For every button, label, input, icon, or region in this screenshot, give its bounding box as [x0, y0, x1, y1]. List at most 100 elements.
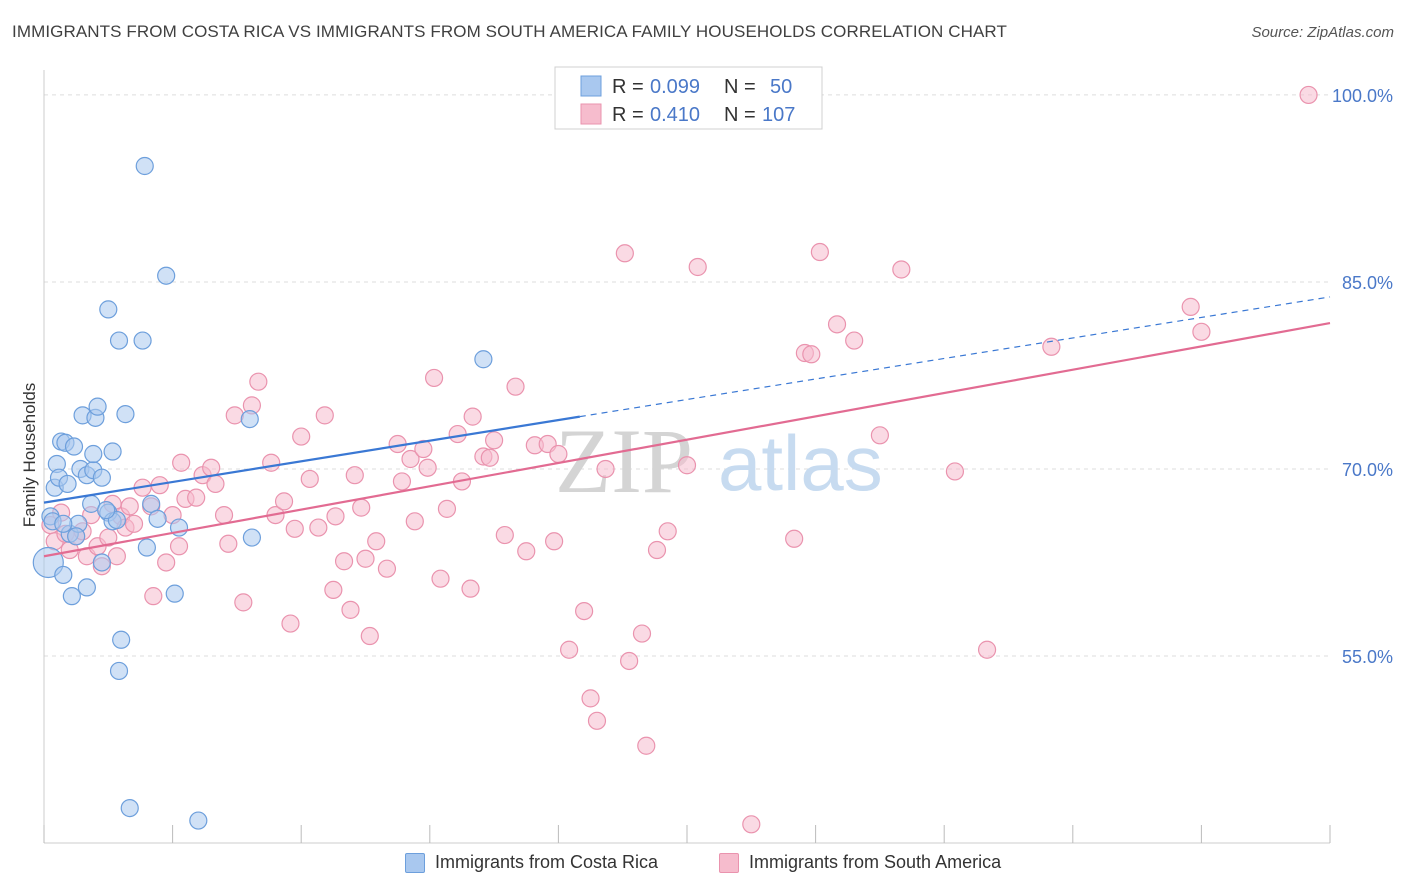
trend-line-south-america	[43, 322, 1331, 558]
data-point-south-america	[977, 640, 997, 659]
y-axis-label: Family Households	[20, 383, 39, 528]
data-point-costa-rica	[99, 300, 118, 319]
data-point-south-america	[810, 242, 829, 262]
legend-n-label-1: N =	[724, 76, 756, 98]
data-point-south-america	[234, 593, 253, 612]
data-point-south-america	[802, 345, 821, 364]
legend-item-south-america[interactable]: Immigrants from South America	[719, 852, 1001, 873]
grid	[44, 94, 1330, 657]
data-point-south-america	[414, 439, 433, 459]
data-point-south-america	[945, 462, 965, 481]
data-point-south-america	[545, 532, 564, 551]
legend-r-label-1: R =	[612, 76, 644, 98]
data-point-south-america	[285, 519, 304, 538]
data-point-costa-rica	[142, 494, 161, 513]
series-south-america-points	[41, 85, 1318, 834]
data-point-south-america	[202, 458, 221, 477]
data-point-south-america	[480, 448, 499, 467]
data-point-south-america	[315, 406, 334, 425]
data-point-south-america	[300, 469, 319, 489]
data-point-south-america	[637, 736, 656, 755]
data-point-costa-rica	[97, 501, 116, 520]
y-tick-label: 85.0%	[1342, 273, 1393, 293]
data-point-south-america	[345, 466, 364, 485]
data-point-south-america	[688, 257, 707, 277]
data-point-south-america	[219, 534, 238, 553]
data-point-south-america	[356, 549, 375, 568]
data-point-south-america	[647, 540, 667, 560]
trend-lines	[43, 296, 1331, 558]
data-point-south-america	[292, 427, 311, 446]
data-point-south-america	[424, 368, 444, 388]
data-point-south-america	[677, 456, 697, 475]
scatter-chart: ZIP atlas 55.0%70.0%85.0%100.0%0.0%60.0%…	[20, 66, 1393, 844]
data-point-south-america	[1181, 297, 1200, 316]
data-point-costa-rica	[157, 266, 176, 285]
data-point-south-america	[187, 488, 206, 507]
correlation-legend: R = 0.099 N = 50 R = 0.410 N = 107	[554, 66, 823, 130]
data-point-south-america	[274, 492, 294, 511]
data-point-costa-rica	[54, 514, 73, 533]
data-point-south-america	[658, 522, 677, 541]
series-legend: Immigrants from Costa Rica Immigrants fr…	[0, 852, 1406, 880]
data-point-south-america	[401, 449, 420, 469]
y-tick-label: 55.0%	[1342, 647, 1393, 667]
data-point-south-america	[517, 542, 536, 561]
data-point-south-america	[560, 640, 579, 659]
data-point-south-america	[367, 532, 386, 551]
data-point-south-america	[172, 453, 191, 472]
data-point-south-america	[309, 518, 328, 537]
data-point-south-america	[418, 458, 437, 477]
data-point-south-america	[870, 426, 890, 445]
data-point-south-america	[352, 498, 371, 517]
data-point-costa-rica	[135, 156, 154, 176]
data-point-costa-rica	[240, 409, 259, 429]
trend-line-costa-rica-extension	[579, 296, 1331, 418]
data-point-costa-rica	[137, 538, 156, 557]
data-point-south-america	[341, 600, 360, 619]
data-point-south-america	[742, 815, 761, 834]
data-point-south-america	[581, 689, 600, 708]
legend-n-value-1: 50	[770, 76, 792, 98]
watermark-atlas: atlas	[718, 419, 883, 507]
data-point-south-america	[892, 260, 911, 279]
legend-swatch-pink	[580, 103, 602, 125]
data-point-south-america	[575, 601, 594, 621]
data-point-south-america	[587, 711, 607, 730]
data-point-south-america	[405, 512, 424, 531]
data-point-costa-rica	[84, 444, 103, 464]
data-point-costa-rica	[109, 331, 129, 350]
data-point-south-america	[463, 407, 482, 426]
data-point-south-america	[377, 559, 397, 578]
axes	[43, 70, 1331, 844]
data-point-south-america	[461, 579, 480, 598]
tick-labels: 55.0%70.0%85.0%100.0%0.0%60.0%	[1332, 86, 1393, 667]
data-point-costa-rica	[148, 509, 167, 528]
data-point-costa-rica	[58, 474, 77, 494]
data-point-costa-rica	[67, 527, 86, 546]
data-point-costa-rica	[120, 798, 139, 818]
legend-item-costa-rica[interactable]: Immigrants from Costa Rica	[405, 852, 658, 873]
data-point-south-america	[620, 651, 639, 671]
data-point-south-america	[144, 587, 163, 606]
legend-label-south-america: Immigrants from South America	[749, 852, 1002, 872]
data-point-south-america	[225, 406, 244, 425]
legend-swatch-blue	[580, 75, 602, 97]
data-point-south-america	[262, 453, 281, 472]
data-point-south-america	[281, 614, 300, 633]
series-costa-rica-points	[32, 156, 493, 830]
data-point-south-america	[1299, 85, 1318, 105]
data-point-south-america	[845, 331, 864, 350]
data-point-costa-rica	[64, 437, 84, 456]
data-point-south-america	[324, 580, 343, 600]
data-point-south-america	[214, 505, 234, 525]
data-point-south-america	[360, 626, 379, 646]
data-point-south-america	[596, 459, 615, 479]
data-point-costa-rica	[165, 584, 184, 603]
legend-label-costa-rica: Immigrants from Costa Rica	[435, 852, 659, 872]
data-point-south-america	[827, 315, 847, 334]
data-point-south-america	[169, 537, 189, 556]
data-point-costa-rica	[109, 661, 129, 681]
data-point-costa-rica	[62, 587, 81, 606]
watermark-zip: ZIP	[555, 410, 693, 512]
